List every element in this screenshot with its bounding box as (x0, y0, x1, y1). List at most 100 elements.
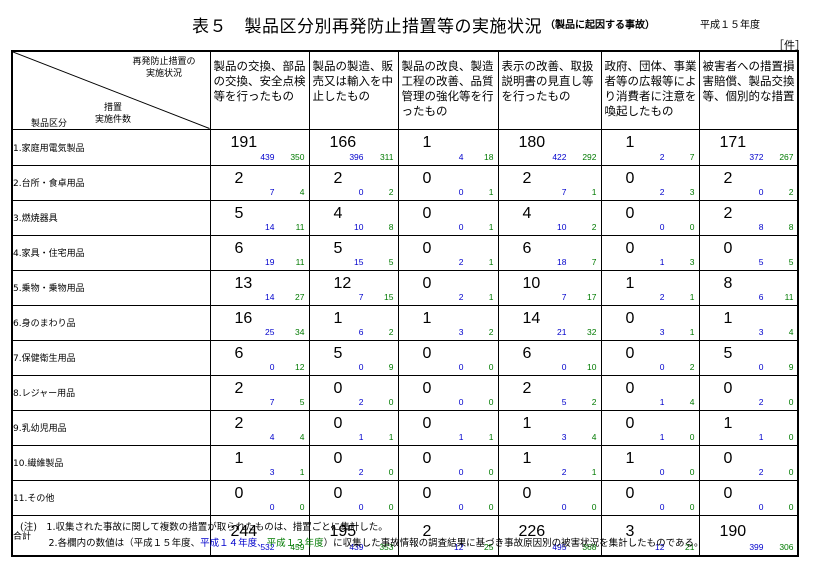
value-fy15: 0 (333, 414, 343, 432)
value-fy13: 5 (388, 256, 394, 267)
value-fy13: 0 (788, 466, 794, 477)
table-row: 6.身のまわり品162534162132142132031134152229 (11, 304, 799, 341)
value-fy15: 0 (422, 204, 432, 222)
value-fy13: 4 (689, 396, 695, 407)
value-fy15: 5 (333, 239, 343, 257)
value-fy15: 171 (719, 133, 747, 151)
corner-middle-label: 措置 実施件数 (95, 103, 132, 125)
table-cell: 0 2 1 (397, 269, 499, 306)
value-fy14: 0 (269, 501, 275, 512)
value-fy15: 5 (723, 344, 733, 362)
note-2-end: ）に収集した事故情報の調査結果に基づき事故原因別の被害状況を集計したものである。 (323, 538, 704, 549)
value-fy14: 1 (659, 256, 665, 267)
value-fy13: 0 (788, 501, 794, 512)
table-cell: 6 0 10 (497, 339, 602, 376)
col-header-1: 製品の交換、部品の交換、安全点検等を行ったもの (209, 50, 310, 130)
value-fy14: 0 (659, 466, 665, 477)
value-fy14: 3 (458, 326, 464, 337)
table-cell: 1 2 1 (497, 444, 602, 481)
footnotes: (注) 1.収集された事故に関して複数の措置が取られたものは、措置ごとに集計した… (20, 520, 704, 552)
value-fy13: 1 (488, 256, 494, 267)
value-fy14: 21 (557, 326, 567, 337)
table-row: 9.乳幼児用品244011011134010110232 (11, 409, 799, 446)
table-cell: 2 8 8 (698, 199, 799, 236)
table-cell: 195 439 353 (308, 514, 399, 556)
value-fy13: 1 (591, 186, 597, 197)
value-fy15: 0 (625, 169, 635, 187)
value-fy15: 6 (234, 344, 244, 362)
value-fy15: 0 (422, 169, 432, 187)
value-fy13: 0 (488, 466, 494, 477)
value-fy13: 1 (488, 291, 494, 302)
value-fy13: 1 (488, 221, 494, 232)
value-fy13: 11 (784, 291, 794, 302)
value-fy14: 3 (269, 466, 275, 477)
note-2-two-years-ago: 平成１３年度 (266, 538, 324, 549)
row-label: 4.家具・住宅用品 (11, 234, 211, 271)
table-cell: 0 0 0 (397, 374, 499, 411)
value-fy15: 0 (422, 274, 432, 292)
table-cell: 171 372 267 (698, 128, 799, 166)
value-fy15: 5 (333, 344, 343, 362)
note-2-start: 2.各欄内の数値は（平成１５年度、 (20, 538, 201, 549)
table-cell: 0 2 1 (397, 234, 499, 271)
value-fy15: 1 (234, 449, 244, 467)
value-fy13: 353 (379, 541, 394, 552)
value-fy13: 368 (582, 541, 597, 552)
table-cell: 14 21 32 (497, 304, 602, 341)
value-fy15: 1 (723, 414, 733, 432)
value-fy15: 0 (333, 484, 343, 502)
value-fy15: 2 (522, 169, 532, 187)
value-fy14: 0 (458, 361, 464, 372)
value-fy14: 10 (557, 221, 567, 232)
value-fy14: 10 (354, 221, 364, 232)
value-fy15: 0 (723, 449, 733, 467)
value-fy13: 15 (384, 291, 394, 302)
value-fy14: 6 (358, 326, 364, 337)
value-fy13: 17 (587, 291, 597, 302)
note-2-prev-year: 平成１４年度、 (200, 538, 267, 549)
value-fy15: 0 (625, 414, 635, 432)
value-fy15: 1 (522, 414, 532, 432)
table-cell: 0 0 1 (397, 199, 499, 236)
value-fy13: 4 (299, 431, 305, 442)
value-fy14: 0 (659, 361, 665, 372)
table-cell: 5 14 11 (209, 199, 310, 236)
value-fy15: 6 (234, 239, 244, 257)
value-fy14: 2 (458, 291, 464, 302)
row-label: 5.乗物・乗物用品 (11, 269, 211, 306)
value-fy15: 191 (230, 133, 258, 151)
value-fy15: 2 (522, 379, 532, 397)
table-cell: 6 19 11 (209, 234, 310, 271)
table-cell: 6 0 12 (209, 339, 310, 376)
value-fy14: 4 (269, 431, 275, 442)
value-fy15: 0 (625, 344, 635, 362)
table-cell: 10 7 17 (497, 269, 602, 306)
table-cell: 2 7 4 (209, 164, 310, 201)
value-fy13: 12 (295, 361, 305, 372)
table-cell: 12 7 15 (308, 269, 399, 306)
value-fy14: 12 (454, 541, 464, 552)
table-cell: 0 0 0 (397, 444, 499, 481)
value-fy15: 0 (422, 239, 432, 257)
value-fy15: 2 (234, 414, 244, 432)
table-cell: 0 2 0 (308, 374, 399, 411)
value-fy13: 4 (591, 431, 597, 442)
value-fy15: 166 (329, 133, 357, 151)
table-cell: 1 1 0 (698, 409, 799, 446)
row-label: 6.身のまわり品 (11, 304, 211, 341)
value-fy13: 8 (788, 221, 794, 232)
value-fy14: 7 (269, 186, 275, 197)
value-fy15: 0 (723, 239, 733, 257)
corner-bottom-label: 製品区分 (31, 119, 68, 129)
value-fy14: 0 (269, 361, 275, 372)
table-cell: 0 1 1 (397, 409, 499, 446)
value-fy14: 0 (561, 501, 567, 512)
value-fy14: 7 (358, 291, 364, 302)
value-fy15: 1 (625, 274, 635, 292)
value-fy15: 0 (422, 484, 432, 502)
table-cell: 0 1 4 (600, 374, 700, 411)
value-fy14: 25 (265, 326, 275, 337)
value-fy13: 1 (388, 431, 394, 442)
value-fy14: 532 (260, 541, 275, 552)
